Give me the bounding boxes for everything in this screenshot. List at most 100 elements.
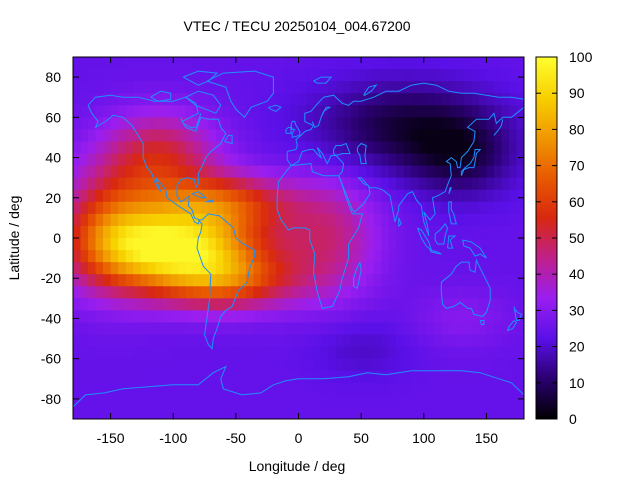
heatmap-cell [403,346,412,360]
heatmap-cell [516,105,524,118]
coastline-south-america [196,213,256,350]
heatmap-cell [223,141,232,155]
heatmap-cell [208,334,217,348]
heatmap-cell [215,69,224,82]
heatmap-cell [238,57,247,70]
heatmap-cell [95,370,104,384]
heatmap-cell [253,406,262,419]
coastline-java [429,249,442,255]
heatmap-cell [238,322,247,336]
heatmap-cell [418,274,427,287]
heatmap-cell [418,334,427,348]
heatmap-cell [448,141,457,155]
heatmap-cell [230,286,239,299]
heatmap-cell [245,310,254,324]
heatmap-cell [193,274,202,287]
heatmap-cell [88,382,97,396]
heatmap-cell [223,153,232,167]
heatmap-cell [275,141,285,155]
heatmap-cell [268,165,277,179]
heatmap-cell [140,406,149,419]
heatmap-cell [253,189,262,203]
heatmap-cell [200,286,209,299]
heatmap-cell [290,334,300,348]
heatmap-cell [275,394,285,408]
heatmap-cell [426,394,435,408]
heatmap-cell [140,165,149,179]
heatmap-cell [245,322,254,336]
heatmap-cell [388,57,397,70]
heatmap-cell [163,189,172,203]
heatmap-cell [328,177,337,191]
heatmap-cell [155,394,164,408]
heatmap-cell [95,334,104,348]
heatmap-cell [275,213,285,227]
heatmap-cell [396,250,405,263]
heatmap-cell [321,322,330,336]
heatmap-cell [508,57,518,70]
heatmap-cell [351,153,360,167]
heatmap-cell [133,117,142,130]
heatmap-cell [260,81,270,94]
colorbar-tick-label: 70 [569,158,585,174]
heatmap-cell [328,370,337,384]
heatmap-cell [426,105,435,118]
heatmap-cell [245,238,254,251]
heatmap-cell [381,81,390,94]
coastline-scandinavia-sweden [311,106,332,129]
heatmap-cell [328,322,337,336]
heatmap-cell [178,81,187,94]
heatmap-cell [223,189,232,203]
heatmap-cell [245,286,254,299]
heatmap-cell [426,93,435,106]
heatmap-cell [441,262,450,275]
heatmap-cell [260,93,270,106]
heatmap-cell [313,358,322,372]
heatmap-cell [463,370,472,384]
heatmap-cell [501,334,510,348]
heatmap-cell [230,322,239,336]
heatmap-cell [215,382,224,396]
heatmap-cell [133,286,142,299]
heatmap-cell [418,117,427,130]
heatmap-cell [215,250,224,263]
heatmap-cell [238,334,247,348]
heatmap-cell [155,334,164,348]
heatmap-cell [245,201,254,215]
heatmap-cell [313,250,322,263]
heatmap-cell [328,93,337,106]
heatmap-cell [328,238,337,251]
heatmap-cell [238,394,247,408]
heatmap-cell [290,358,300,372]
heatmap-cell [463,334,472,348]
heatmap-cell [245,153,254,167]
heatmap-cell [125,274,134,287]
heatmap-cell [148,57,157,70]
heatmap-cell [170,298,179,311]
heatmap-cell [245,298,254,311]
heatmap-cell [110,346,119,360]
heatmap-cell [103,141,112,155]
heatmap-cell [208,141,217,155]
heatmap-cell [298,57,307,70]
heatmap-cell [238,189,247,203]
heatmap-cell [471,57,480,70]
heatmap-cell [178,93,187,106]
heatmap-cell [118,117,127,130]
heatmap-cell [200,117,209,130]
heatmap-cell [238,346,247,360]
heatmap-cell [486,225,495,239]
heatmap-cell [230,334,239,348]
heatmap-cell [223,57,232,70]
heatmap-cell [298,358,307,372]
heatmap-cell [88,189,97,203]
coastline-taiwan [448,187,453,194]
heatmap-cell [328,310,337,324]
heatmap-cell [88,153,97,167]
heatmap-cell [110,117,119,130]
heatmap-cell [403,189,412,203]
heatmap-cell [253,141,262,155]
heatmap-cell [418,201,427,215]
heatmap-cell [193,250,202,263]
heatmap-cell [140,105,149,118]
